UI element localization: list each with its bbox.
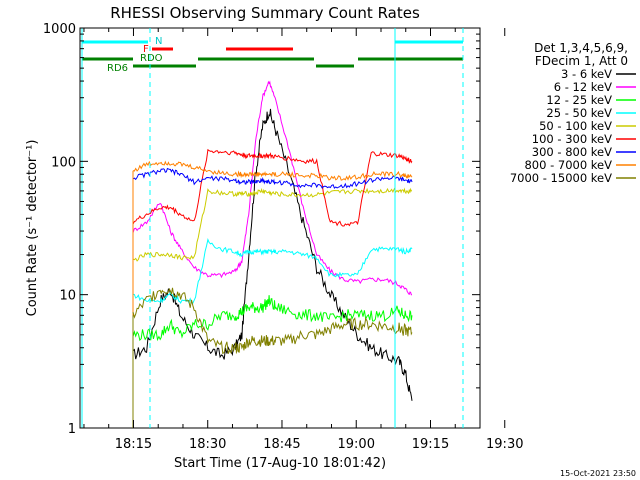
plot-area [79, 27, 481, 429]
flag-label-rd6: RD6 [107, 63, 128, 74]
legend-entry-label: 100 - 300 keV [532, 132, 612, 146]
flag-label-rdo: RDO [140, 53, 163, 64]
legend-entry-label: 300 - 800 keV [532, 145, 612, 159]
legend-header: FDecim 1, Att 0 [535, 54, 628, 68]
x-tick-label: 18:45 [263, 437, 300, 452]
series-line [132, 167, 413, 189]
x-tick-label: 18:15 [115, 437, 152, 452]
boundary-lines [81, 28, 464, 428]
series-line [132, 80, 412, 296]
chart-title: RHESSI Observing Summary Count Rates [110, 4, 420, 22]
x-tick-label: 18:30 [189, 437, 226, 452]
series-line [132, 187, 412, 262]
footer-date: 15-Oct-2021 23:50 [560, 469, 636, 478]
legend-entry-label: 12 - 25 keV [546, 93, 612, 107]
y-axis: 1 10 100 1000 [43, 22, 480, 437]
legend-entry-label: 3 - 6 keV [561, 67, 612, 81]
y-tick-label: 1 [68, 422, 76, 437]
series-line [132, 160, 413, 181]
series-line [132, 295, 413, 342]
flag-label-f: F [143, 44, 149, 55]
legend-header: Det 1,3,4,5,6,9, [534, 41, 628, 55]
legend-entry-label: 800 - 7000 keV [524, 158, 612, 172]
legend-entry-label: 50 - 100 keV [539, 119, 612, 133]
y-tick-label: 10 [59, 289, 76, 304]
legend: Det 1,3,4,5,6,9,FDecim 1, Att 03 - 6 keV… [510, 41, 636, 185]
x-tick-label: 19:15 [412, 437, 449, 452]
x-axis: 18:15 18:30 18:45 19:00 19:15 19:30 [83, 28, 523, 452]
x-tick-label: 19:30 [486, 437, 523, 452]
flag-label-n: N [155, 36, 162, 47]
y-tick-label: 100 [51, 155, 76, 170]
legend-entry-label: 7000 - 15000 keV [510, 171, 612, 185]
x-tick-label: 19:00 [338, 437, 375, 452]
legend-entry-label: 25 - 50 keV [546, 106, 612, 120]
legend-entry-label: 6 - 12 keV [554, 80, 612, 94]
x-axis-label: Start Time (17-Aug-10 18:01:42) [174, 456, 386, 471]
y-axis-label: Count Rate (s⁻¹ detector⁻¹) [25, 140, 40, 317]
series-line [132, 237, 413, 305]
y-tick-label: 1000 [43, 22, 76, 37]
series-line [132, 287, 413, 355]
series-layer [132, 80, 413, 428]
series-line [132, 148, 413, 227]
series-line [132, 108, 413, 401]
